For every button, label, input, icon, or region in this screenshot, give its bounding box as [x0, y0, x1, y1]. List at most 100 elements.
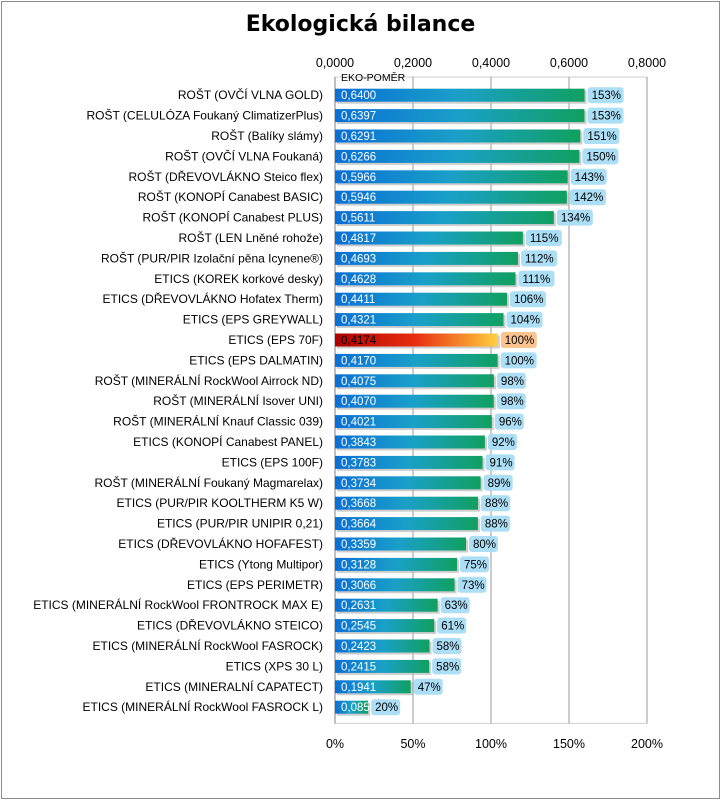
bar-percent-label: 134% [561, 213, 590, 225]
bar-value-label: 0,3843 [341, 437, 376, 449]
percent-label-bg [413, 678, 443, 695]
bar-value-label: 0,3668 [341, 498, 376, 510]
bar [335, 190, 567, 204]
top-axis-tick-label: 0,0000 [316, 56, 354, 70]
category-label: ROŠT (MINERÁLNÍ Foukaný Magmarelax) [94, 475, 323, 490]
category-label: ROŠT (OVČÍ VLNA GOLD) [178, 87, 323, 102]
bar [335, 292, 508, 306]
percent-label-bg [582, 148, 619, 165]
category-label: ROŠT (Balíky slámy) [211, 128, 323, 143]
bar-value-label: 0,4321 [341, 315, 376, 327]
category-label: ETICS (EPS GREYWALL) [183, 313, 323, 327]
bar-percent-label: 98% [501, 396, 524, 408]
bar-value-label: 0,5611 [341, 213, 375, 225]
bar-value-label: 0,2545 [341, 621, 376, 633]
bar-value-label: 0,1941 [341, 682, 376, 694]
bar-percent-label: 20% [375, 702, 398, 714]
bar-value-label: 0,4817 [341, 233, 376, 245]
percent-label-bg [506, 311, 543, 328]
bar-percent-label: 150% [586, 151, 615, 163]
top-axis-tick-label: 0,4000 [472, 56, 510, 70]
percent-label-bg [569, 189, 606, 206]
category-label: ETICS (PUR/PIR UNIPIR 0,21) [157, 517, 323, 531]
bar-value-label: 0,5946 [341, 192, 376, 204]
bar [335, 129, 581, 143]
percent-label-bg [459, 556, 489, 573]
bottom-axis-tick-label: 100% [475, 737, 507, 751]
bottom-axis-tick-label: 150% [553, 737, 585, 751]
bar-percent-label: 89% [488, 478, 511, 490]
bar [335, 598, 438, 612]
bar [335, 313, 504, 327]
category-label: ROŠT (DŘEVOVLÁKNO Steico flex) [129, 169, 324, 184]
top-axis-tick-label: 0,6000 [550, 56, 588, 70]
bar-value-label: 0,2415 [341, 661, 376, 673]
bar-percent-label: 115% [530, 233, 559, 245]
bar [335, 659, 430, 673]
category-label: ETICS (DŘEVOVLÁKNO HOFAFEST) [118, 536, 323, 551]
category-label: ETICS (Ytong Multipor) [199, 557, 323, 571]
bar [335, 537, 467, 551]
bar-percent-label: 104% [511, 315, 540, 327]
bar-percent-label: 63% [445, 600, 468, 612]
bar-percent-label: 143% [575, 172, 604, 184]
category-label: ROŠT (KONOPÍ Canabest PLUS) [142, 210, 323, 225]
category-label: ROŠT (OVČÍ VLNA Foukaná) [165, 148, 323, 163]
bar [335, 415, 492, 429]
bar-value-label: 0,4021 [341, 417, 376, 429]
bar-percent-label: 106% [514, 294, 543, 306]
percent-label-bg [437, 617, 467, 634]
bar [335, 476, 481, 490]
bar-percent-label: 73% [462, 580, 485, 592]
bar-value-label: 0,6400 [341, 90, 376, 102]
bar [335, 149, 580, 163]
percent-label-bg [432, 638, 462, 654]
bar [335, 639, 430, 653]
bottom-axis-tick-label: 200% [631, 737, 663, 751]
category-label: ETICS (MINERÁLNÍ RockWool FASROCK) [93, 638, 323, 653]
bar [335, 231, 523, 245]
bar-value-label: 0,3664 [341, 519, 377, 531]
bar-value-label: 0,6266 [341, 151, 376, 163]
percent-label-bg [485, 454, 515, 471]
bar-value-label: 0,4693 [341, 253, 376, 265]
bottom-axis-tick-label: 50% [400, 737, 425, 751]
bar [335, 88, 585, 102]
category-label: ETICS (DŘEVOVLÁKNO STEICO) [137, 618, 323, 633]
category-label: ROŠT (PUR/PIR Izolační pěna Icynene®) [101, 250, 323, 265]
bar-percent-label: 58% [436, 661, 459, 673]
bar [335, 109, 585, 123]
bar-value-label: 0,2423 [341, 641, 376, 653]
bar-percent-label: 100% [505, 355, 534, 367]
category-label: ETICS (MINERÁLNÍ RockWool FRONTROCK MAX … [33, 597, 323, 612]
bar-percent-label: 88% [485, 498, 508, 510]
bar-value-label: 0,3066 [341, 580, 376, 592]
percent-label-bg [521, 250, 558, 267]
percent-label-bg [556, 209, 593, 226]
bar [335, 353, 498, 367]
bar [335, 170, 568, 184]
bar-percent-label: 92% [492, 437, 515, 449]
percent-label-bg [469, 536, 499, 552]
bar-percent-label: 153% [592, 90, 621, 102]
bar [335, 455, 483, 469]
percent-label-bg [480, 515, 510, 532]
bar-value-label: 0,6291 [341, 131, 376, 143]
percent-label-bg [500, 352, 537, 369]
bar-value-label: 0,4174 [341, 335, 377, 347]
bar-percent-label: 47% [418, 682, 441, 694]
chart-title: Ekologická bilance [245, 12, 476, 37]
percent-label-bg [457, 576, 487, 593]
bar [335, 496, 479, 510]
bar [335, 578, 455, 592]
bar-value-label: 0,3128 [341, 559, 376, 571]
bar [335, 680, 411, 694]
percent-label-bg [440, 597, 470, 614]
bar-value-label: 0,2631 [341, 600, 376, 612]
category-label: ETICS (XPS 30 L) [226, 659, 323, 673]
bar [335, 394, 494, 408]
bar-percent-label: 80% [473, 539, 496, 551]
percent-label-bg [570, 168, 607, 185]
bar-value-label: 0,4170 [341, 355, 376, 367]
